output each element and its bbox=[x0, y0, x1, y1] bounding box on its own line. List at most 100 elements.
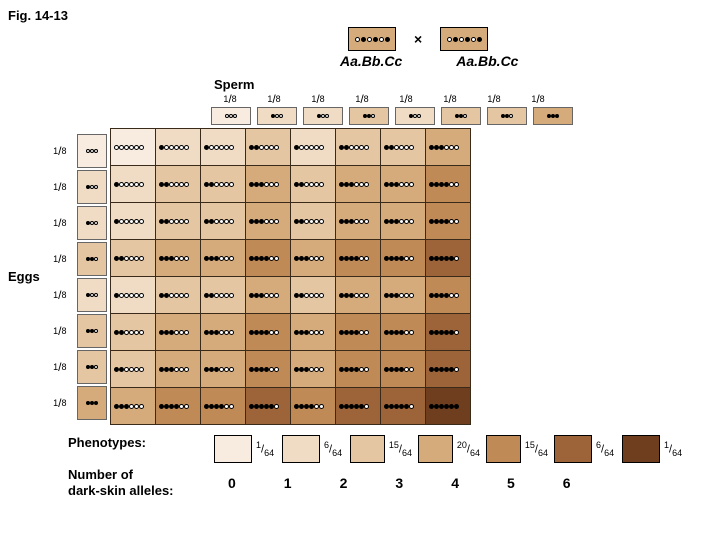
parent-right-genotype: Aa.Bb.Cc bbox=[456, 53, 518, 69]
punnett-cell bbox=[335, 314, 380, 351]
punnett-cell bbox=[245, 388, 290, 425]
punnett-cell bbox=[245, 277, 290, 314]
punnett-cell bbox=[200, 129, 245, 166]
allele-count-value: 6 bbox=[563, 475, 571, 491]
phenotype-cells: 1/64 6/64 15/64 20/64 15/64 6/64 1/64 bbox=[214, 435, 684, 463]
punnett-cell bbox=[290, 166, 335, 203]
parent-genotypes: Aa.Bb.Cc Aa.Bb.Cc bbox=[340, 53, 712, 69]
punnett-cell bbox=[110, 203, 155, 240]
punnett-cell bbox=[245, 351, 290, 388]
allele-count-value: 0 bbox=[228, 475, 236, 491]
punnett-wrap: Eggs 1/81/81/81/81/81/81/81/8 bbox=[8, 128, 712, 425]
punnett-cell bbox=[110, 351, 155, 388]
allele-count-row: Number of dark-skin alleles: 0 1 2 3 4 5 6 bbox=[68, 467, 712, 498]
punnett-cell bbox=[110, 166, 155, 203]
punnett-cell bbox=[380, 388, 425, 425]
allele-count-label: Number of dark-skin alleles: bbox=[68, 467, 218, 498]
punnett-cell bbox=[110, 388, 155, 425]
phenotype-swatch bbox=[282, 435, 320, 463]
punnett-cell bbox=[380, 314, 425, 351]
punnett-cell bbox=[425, 388, 470, 425]
punnett-cell bbox=[155, 314, 200, 351]
allele-count-value: 2 bbox=[340, 475, 348, 491]
sperm-gametes-row bbox=[208, 106, 712, 126]
punnett-cell bbox=[425, 166, 470, 203]
punnett-cell bbox=[245, 314, 290, 351]
punnett-cell bbox=[155, 203, 200, 240]
egg-gametes-col bbox=[74, 133, 110, 421]
egg-side: Eggs 1/81/81/81/81/81/81/81/8 bbox=[8, 128, 110, 425]
phenotype-swatch bbox=[622, 435, 660, 463]
punnett-square bbox=[110, 128, 471, 425]
punnett-cell bbox=[290, 388, 335, 425]
punnett-cell bbox=[425, 203, 470, 240]
punnett-cell bbox=[425, 129, 470, 166]
egg-fractions: 1/81/81/81/81/81/81/81/8 bbox=[46, 133, 74, 421]
punnett-cell bbox=[380, 203, 425, 240]
allele-count-value: 4 bbox=[451, 475, 459, 491]
parent-left-cell bbox=[348, 27, 396, 51]
punnett-cell bbox=[110, 129, 155, 166]
figure-label: Fig. 14-13 bbox=[8, 8, 712, 23]
punnett-cell bbox=[200, 351, 245, 388]
punnett-cell bbox=[425, 240, 470, 277]
punnett-cell bbox=[335, 203, 380, 240]
phenotype-swatch bbox=[554, 435, 592, 463]
punnett-cell bbox=[155, 240, 200, 277]
punnett-cell bbox=[425, 351, 470, 388]
phenotype-fraction: 6/64 bbox=[324, 440, 342, 458]
phenotype-fraction: 1/64 bbox=[256, 440, 274, 458]
phenotype-fraction: 20/64 bbox=[457, 440, 480, 458]
punnett-cell bbox=[155, 277, 200, 314]
punnett-cell bbox=[110, 277, 155, 314]
punnett-cell bbox=[290, 240, 335, 277]
punnett-cell bbox=[200, 203, 245, 240]
punnett-cell bbox=[200, 166, 245, 203]
punnett-cell bbox=[335, 277, 380, 314]
punnett-cell bbox=[425, 277, 470, 314]
punnett-cell bbox=[200, 388, 245, 425]
punnett-cell bbox=[335, 129, 380, 166]
sperm-label: Sperm bbox=[214, 77, 712, 92]
punnett-cell bbox=[245, 166, 290, 203]
sperm-header: Sperm 1/81/81/81/81/81/81/81/8 bbox=[208, 77, 712, 126]
punnett-cell bbox=[380, 277, 425, 314]
punnett-cell bbox=[380, 129, 425, 166]
punnett-cell bbox=[290, 129, 335, 166]
parent-cross: × bbox=[348, 27, 712, 51]
punnett-cell bbox=[200, 277, 245, 314]
parent-right-cell bbox=[440, 27, 488, 51]
punnett-cell bbox=[425, 314, 470, 351]
phenotype-fraction: 15/64 bbox=[525, 440, 548, 458]
punnett-cell bbox=[155, 166, 200, 203]
punnett-cell bbox=[290, 314, 335, 351]
cross-symbol: × bbox=[414, 31, 422, 47]
punnett-cell bbox=[245, 129, 290, 166]
punnett-cell bbox=[290, 351, 335, 388]
punnett-cell bbox=[155, 388, 200, 425]
punnett-cell bbox=[380, 240, 425, 277]
phenotype-fraction: 15/64 bbox=[389, 440, 412, 458]
phenotype-row: Phenotypes: 1/646/6415/6420/6415/646/641… bbox=[68, 435, 712, 463]
punnett-cell bbox=[380, 351, 425, 388]
punnett-cell bbox=[155, 351, 200, 388]
allele-count-value: 3 bbox=[395, 475, 403, 491]
punnett-cell bbox=[290, 277, 335, 314]
phenotype-fraction: 1/64 bbox=[664, 440, 682, 458]
punnett-cell bbox=[110, 314, 155, 351]
phenotypes-label: Phenotypes: bbox=[68, 435, 214, 452]
punnett-cell bbox=[335, 166, 380, 203]
allele-count-value: 1 bbox=[284, 475, 292, 491]
phenotype-swatch bbox=[350, 435, 385, 463]
punnett-cell bbox=[200, 314, 245, 351]
punnett-cell bbox=[290, 203, 335, 240]
punnett-cell bbox=[335, 351, 380, 388]
punnett-cell bbox=[245, 240, 290, 277]
punnett-cell bbox=[380, 166, 425, 203]
allele-count-numbers: 0 1 2 3 4 5 6 bbox=[228, 475, 571, 491]
punnett-cell bbox=[335, 388, 380, 425]
phenotype-swatch bbox=[214, 435, 252, 463]
punnett-cell bbox=[335, 240, 380, 277]
allele-count-value: 5 bbox=[507, 475, 515, 491]
phenotype-fraction: 6/64 bbox=[596, 440, 614, 458]
